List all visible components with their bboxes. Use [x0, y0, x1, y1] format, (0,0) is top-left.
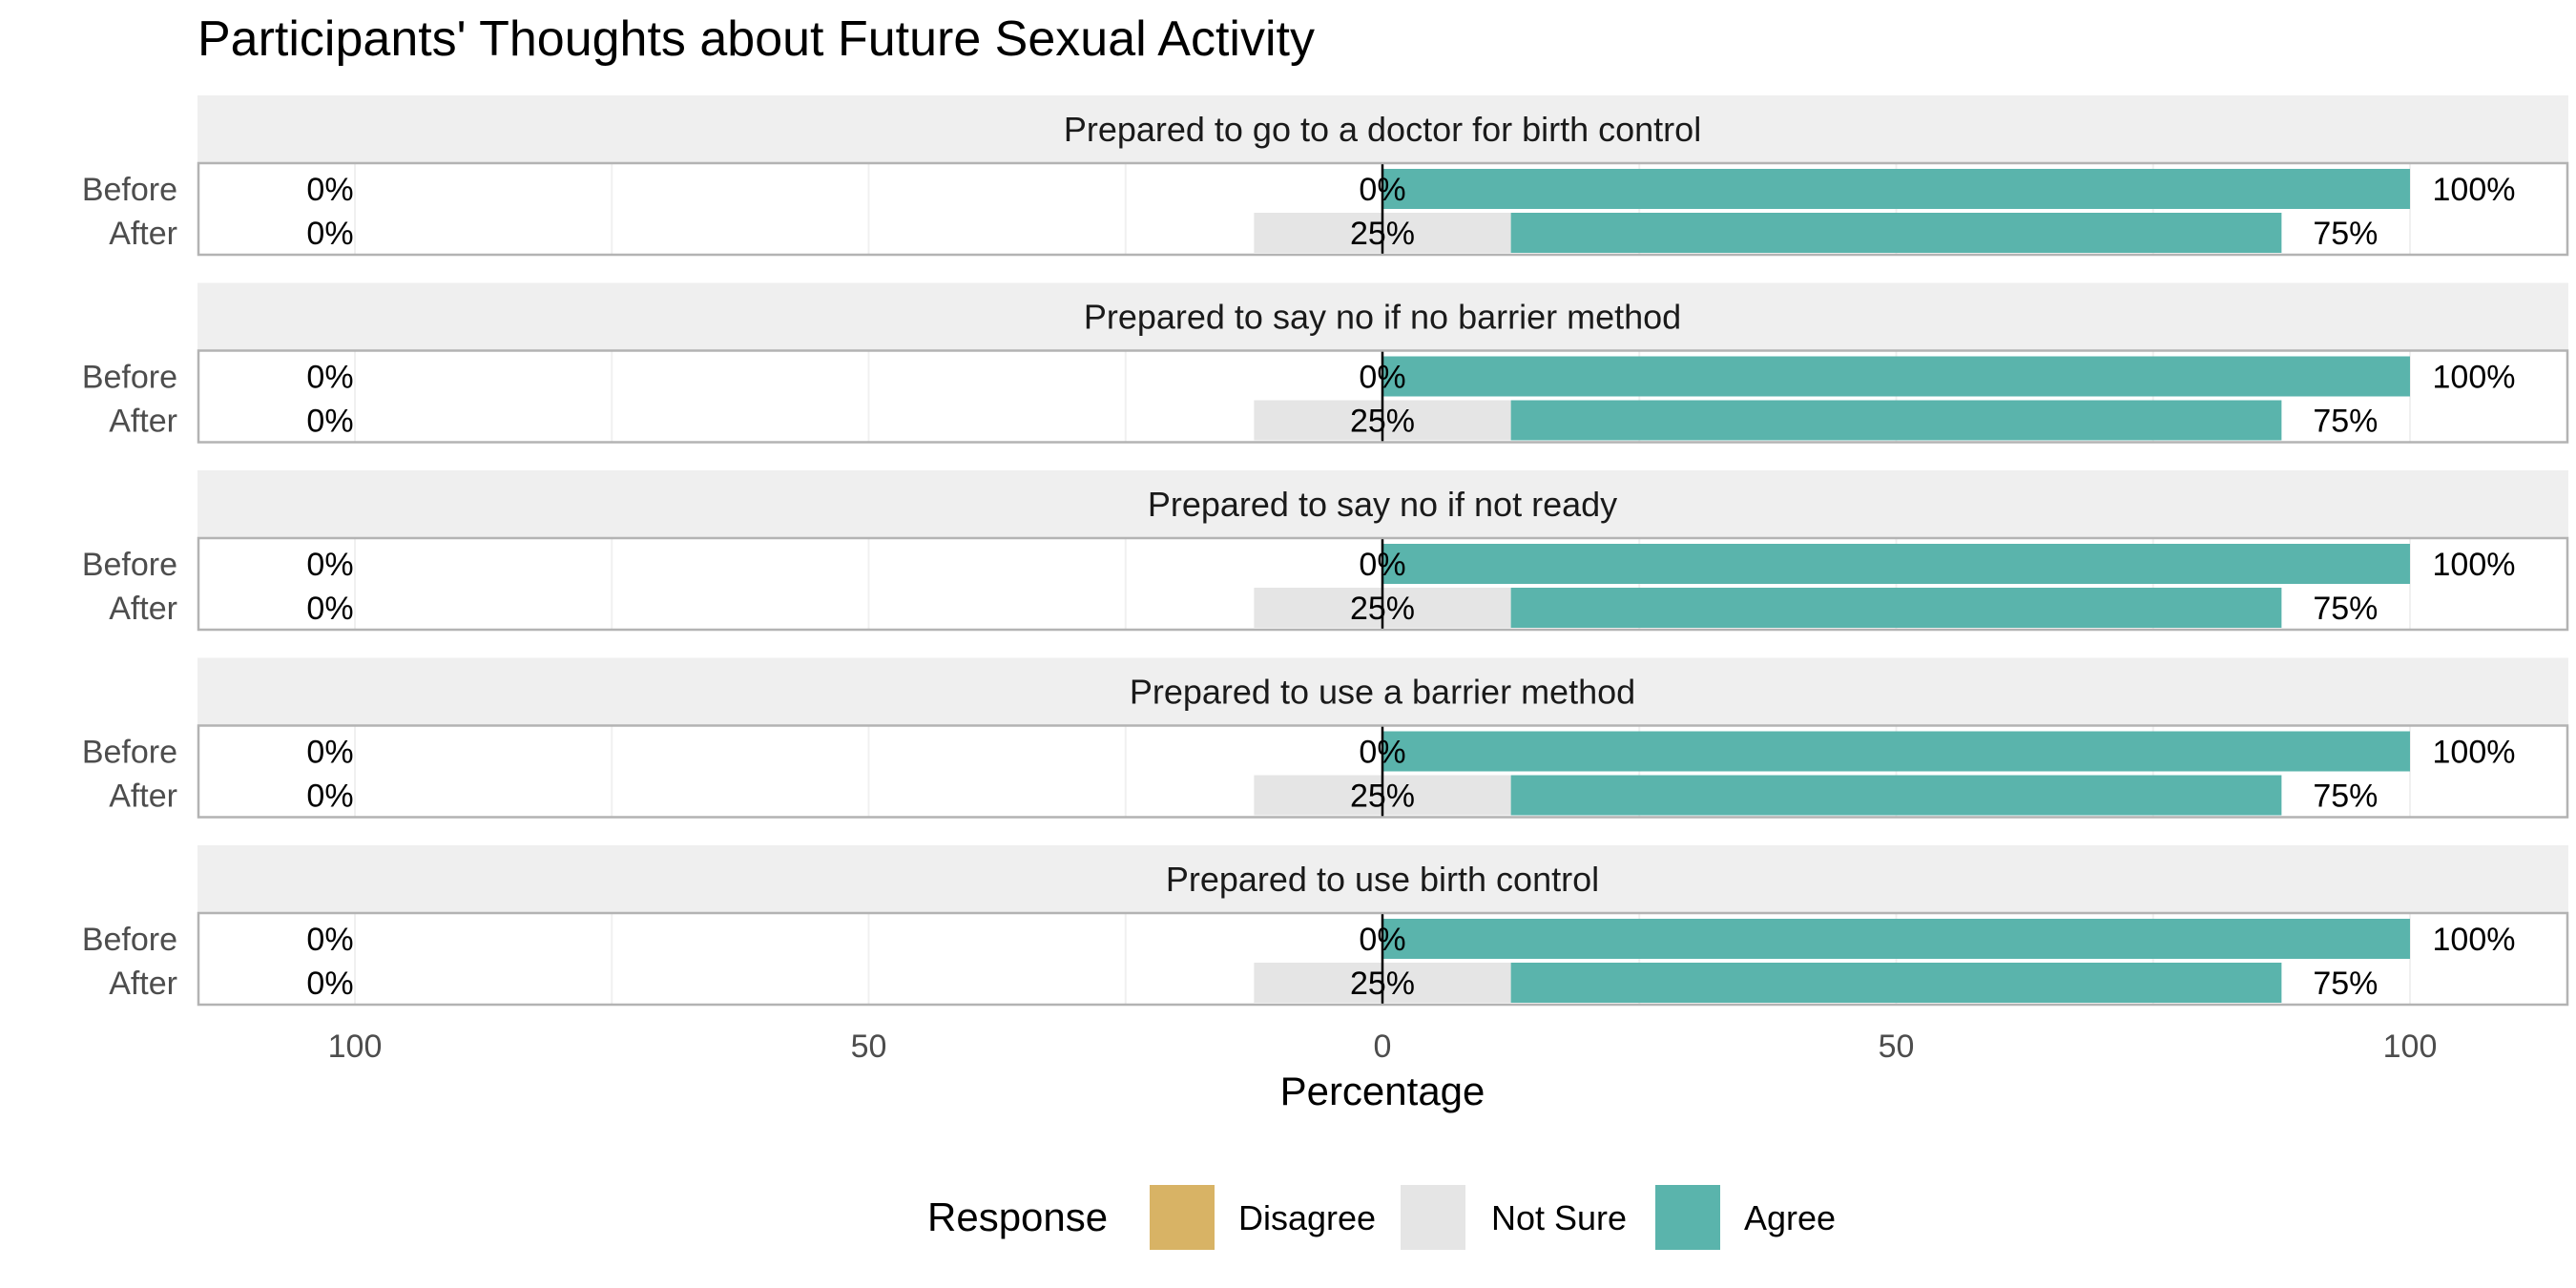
bar-agree — [1382, 544, 2410, 584]
legend: Response Disagree Not Sure Agree — [927, 1185, 1836, 1250]
label-agree: 100% — [2433, 172, 2516, 208]
x-axis-title: Percentage — [1280, 1069, 1485, 1113]
label-disagree: 0% — [306, 779, 353, 815]
facet-strip-title: Prepared to say no if not ready — [1148, 485, 1617, 524]
label-disagree: 0% — [306, 922, 353, 958]
row-label: After — [109, 216, 177, 252]
row-label: Before — [82, 735, 177, 771]
label-disagree: 0% — [306, 172, 353, 208]
label-disagree: 0% — [306, 360, 353, 396]
facet-strip-title: Prepared to say no if no barrier method — [1084, 298, 1681, 337]
facet-panel: Prepared to use a barrier method Before 0%… — [82, 657, 2569, 819]
chart-title: Participants' Thoughts about Future Sexu… — [197, 11, 1315, 67]
label-disagree: 0% — [306, 591, 353, 627]
facet-strip — [197, 657, 2568, 725]
label-agree: 75% — [2313, 404, 2378, 440]
bar-agree — [1510, 588, 2282, 628]
facet-panels: Prepared to go to a doctor for birth con… — [82, 95, 2569, 1007]
row-label: Before — [82, 922, 177, 958]
legend-key — [1150, 1185, 1215, 1250]
x-tick-label: 100 — [328, 1028, 383, 1065]
x-axis: 100 50 0 50 100 — [328, 1028, 2438, 1065]
row-label: After — [109, 966, 177, 1002]
panel-border — [197, 911, 2569, 1007]
facet-panel: Prepared to say no if not ready Before 0% 0… — [82, 470, 2569, 632]
label-disagree: 0% — [306, 966, 353, 1002]
facet-panel: Prepared to say no if no barrier method B… — [82, 282, 2569, 444]
facet-panel: Prepared to use birth control Before 0% 0% 1… — [82, 845, 2569, 1007]
label-disagree: 0% — [306, 216, 353, 252]
label-agree: 75% — [2313, 966, 2378, 1002]
legend-key — [1401, 1185, 1465, 1250]
bar-agree — [1510, 775, 2282, 816]
x-tick-label: 50 — [851, 1028, 887, 1065]
label-disagree: 0% — [306, 547, 353, 583]
facet-strip — [197, 845, 2568, 912]
bar-agree — [1382, 356, 2410, 397]
row-label: After — [109, 779, 177, 815]
row-label: Before — [82, 172, 177, 208]
panel-border — [197, 349, 2569, 444]
label-agree: 100% — [2433, 735, 2516, 771]
facet-strip-title: Prepared to use birth control — [1166, 860, 1599, 899]
label-agree: 75% — [2313, 591, 2378, 627]
bar-agree — [1510, 213, 2282, 253]
x-tick-label: 0 — [1374, 1028, 1392, 1065]
facet-strip-title: Prepared to go to a doctor for birth con… — [1064, 110, 1701, 149]
label-disagree: 0% — [306, 735, 353, 771]
panel-border — [197, 724, 2569, 819]
facet-panel: Prepared to go to a doctor for birth con… — [82, 95, 2569, 257]
legend-title: Response — [927, 1195, 1108, 1239]
bar-agree — [1382, 169, 2410, 209]
facet-strip — [197, 282, 2568, 350]
bar-agree — [1382, 919, 2410, 959]
label-agree: 100% — [2433, 922, 2516, 958]
bar-agree — [1510, 400, 2282, 441]
row-label: After — [109, 404, 177, 440]
facet-strip-title: Prepared to use a barrier method — [1130, 673, 1635, 712]
label-agree: 100% — [2433, 547, 2516, 583]
x-tick-label: 50 — [1879, 1028, 1915, 1065]
row-label: After — [109, 591, 177, 627]
panel-border — [197, 161, 2569, 257]
panel-border — [197, 536, 2569, 632]
bar-agree — [1510, 963, 2282, 1003]
row-label: Before — [82, 547, 177, 583]
label-agree: 100% — [2433, 360, 2516, 396]
label-agree: 75% — [2313, 779, 2378, 815]
facet-strip — [197, 95, 2568, 162]
legend-label: Disagree — [1238, 1198, 1376, 1237]
row-label: Before — [82, 360, 177, 396]
facet-strip — [197, 470, 2568, 537]
legend-label: Not Sure — [1491, 1198, 1627, 1237]
bar-agree — [1382, 731, 2410, 772]
legend-key — [1655, 1185, 1720, 1250]
legend-label: Agree — [1744, 1198, 1836, 1237]
x-tick-label: 100 — [2383, 1028, 2438, 1065]
label-agree: 75% — [2313, 216, 2378, 252]
label-disagree: 0% — [306, 404, 353, 440]
